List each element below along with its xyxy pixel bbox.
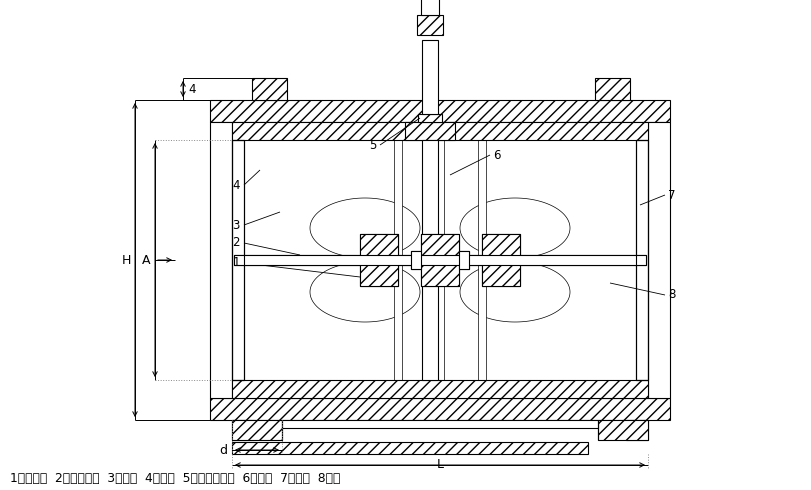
Text: L: L xyxy=(436,459,443,471)
Text: 6: 6 xyxy=(492,148,500,162)
Bar xyxy=(417,15,443,35)
Bar xyxy=(393,140,401,380)
Bar xyxy=(597,420,647,440)
Bar xyxy=(234,255,646,265)
Bar xyxy=(232,420,254,440)
Bar xyxy=(210,398,669,420)
Text: d: d xyxy=(219,443,227,457)
Bar xyxy=(232,420,281,440)
Bar xyxy=(422,140,437,380)
Bar xyxy=(420,234,458,286)
Bar xyxy=(359,234,397,286)
Bar xyxy=(251,78,286,100)
Bar xyxy=(359,234,397,286)
Text: 2: 2 xyxy=(232,237,240,249)
Bar xyxy=(410,251,420,269)
Bar xyxy=(458,251,469,269)
Polygon shape xyxy=(310,262,419,322)
Bar xyxy=(210,100,669,122)
Text: 7: 7 xyxy=(667,189,675,201)
Text: 8: 8 xyxy=(667,289,675,301)
Text: 3: 3 xyxy=(232,219,240,231)
Bar xyxy=(410,251,420,269)
Text: 5: 5 xyxy=(369,139,376,151)
Text: 4: 4 xyxy=(188,82,195,96)
Bar xyxy=(420,234,458,286)
Bar xyxy=(625,420,647,440)
Polygon shape xyxy=(460,198,569,258)
Bar xyxy=(458,251,469,269)
Bar xyxy=(482,234,519,286)
Bar xyxy=(436,140,444,380)
Bar xyxy=(594,78,629,100)
Bar xyxy=(234,255,646,265)
Bar xyxy=(232,442,587,454)
Bar xyxy=(422,40,437,114)
Text: H: H xyxy=(121,253,131,267)
Text: 4: 4 xyxy=(232,178,240,192)
Text: 1．球轴承  2．前导向件  3．涨圈  4．壳体  5．前置放大器  6．叶轮  7．轴承  8．轴: 1．球轴承 2．前导向件 3．涨圈 4．壳体 5．前置放大器 6．叶轮 7．轴承… xyxy=(10,472,340,486)
Bar xyxy=(418,114,441,122)
Bar xyxy=(478,140,486,380)
Bar xyxy=(210,122,232,398)
Polygon shape xyxy=(310,198,419,258)
Bar xyxy=(482,234,519,286)
Polygon shape xyxy=(460,262,569,322)
Text: A: A xyxy=(142,253,150,267)
Bar xyxy=(647,122,669,398)
Text: 1: 1 xyxy=(232,256,240,270)
Bar xyxy=(405,122,454,140)
Bar xyxy=(232,380,647,398)
Bar xyxy=(281,420,597,428)
Bar xyxy=(420,0,439,15)
Bar xyxy=(232,122,647,140)
